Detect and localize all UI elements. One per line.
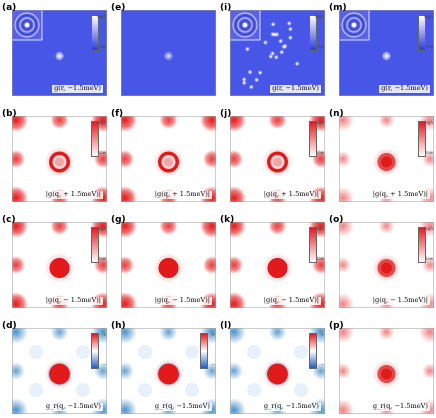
colorbar-min-label: low — [426, 44, 433, 49]
colorbar-min-label: − — [320, 362, 324, 367]
colorbar-min-label: low — [317, 256, 324, 261]
panel-label: (f) — [111, 109, 124, 119]
colorbar — [418, 15, 426, 51]
panel-j: high low |g(q, + 1.5meV)| — [230, 116, 325, 202]
colorbar-min-label: − — [211, 362, 215, 367]
colorbar-min-label: low — [317, 150, 324, 155]
panel-i: high low g(r, −1.5meV) — [230, 10, 325, 96]
colorbar-max-label: + — [320, 332, 324, 337]
panel-label: (i) — [220, 3, 232, 13]
panel-caption: |g(q, + 1.5meV)| — [370, 190, 430, 199]
colorbar-max-label: high — [97, 120, 106, 125]
colorbar-max-label: high — [97, 226, 106, 231]
panel-caption: |g(q, + 1.5meV)| — [43, 190, 103, 199]
colorbar-min-label: low — [99, 44, 106, 49]
colorbar-max-label: high — [424, 14, 433, 19]
colorbar-min-label: low — [99, 256, 106, 261]
colorbar-max-label: + — [102, 332, 106, 337]
colorbar — [309, 333, 317, 369]
colorbar — [309, 15, 317, 51]
panel-caption: |g(q, − 1.5meV)| — [370, 296, 430, 305]
panel-label: (m) — [329, 3, 347, 13]
panel-d: + − g_r(q, −1.5meV) — [12, 328, 107, 414]
colorbar — [309, 121, 317, 157]
panel-caption: g(r, −1.5meV) — [270, 84, 321, 93]
panel-d-image — [12, 328, 107, 414]
panel-p: g_r(q, −1.5meV) — [339, 328, 434, 414]
panel-label: (e) — [111, 3, 126, 13]
panel-g: |g(q, − 1.5meV)| — [121, 222, 216, 308]
colorbar — [91, 227, 99, 263]
panel-f-image — [121, 116, 216, 202]
panel-e-image — [121, 10, 216, 96]
panel-f: |g(q, + 1.5meV)| — [121, 116, 216, 202]
panel-label: (d) — [2, 321, 17, 331]
panel-label: (g) — [111, 215, 126, 225]
panel-p-image — [339, 328, 434, 414]
panel-n: high low |g(q, + 1.5meV)| — [339, 116, 434, 202]
panel-caption: |g(q, + 1.5meV)| — [261, 190, 321, 199]
panel-label: (n) — [329, 109, 344, 119]
panel-label: (p) — [329, 321, 344, 331]
colorbar-max-label: high — [315, 14, 324, 19]
panel-label: (k) — [220, 215, 235, 225]
panel-g-image — [121, 222, 216, 308]
colorbar — [91, 333, 99, 369]
panel-c: high low |g(q, − 1.5meV)| — [12, 222, 107, 308]
colorbar — [418, 227, 426, 263]
colorbar-min-label: − — [102, 362, 106, 367]
colorbar — [91, 15, 99, 51]
panel-caption: |g(q, − 1.5meV)| — [43, 296, 103, 305]
colorbar-max-label: high — [424, 226, 433, 231]
panel-m: high low g(r, −1.5meV) — [339, 10, 434, 96]
panel-j-image — [230, 116, 325, 202]
panel-label: (o) — [329, 215, 344, 225]
colorbar — [309, 227, 317, 263]
panel-k: high low |g(q, − 1.5meV)| — [230, 222, 325, 308]
panel-caption: |g(q, + 1.5meV)| — [152, 190, 212, 199]
colorbar-max-label: high — [315, 226, 324, 231]
panel-label: (b) — [2, 109, 17, 119]
colorbar-max-label: high — [315, 120, 324, 125]
colorbar-min-label: low — [426, 150, 433, 155]
panel-caption: g_r(q, −1.5meV) — [370, 402, 430, 411]
colorbar-max-label: high — [97, 14, 106, 19]
panel-o: high low |g(q, − 1.5meV)| — [339, 222, 434, 308]
colorbar-max-label: + — [211, 332, 215, 337]
panel-label: (l) — [220, 321, 232, 331]
panel-caption: g(r, −1.5meV) — [379, 84, 430, 93]
panel-label: (c) — [2, 215, 16, 225]
colorbar-min-label: low — [317, 44, 324, 49]
panel-caption: g_r(q, −1.5meV) — [43, 402, 103, 411]
panel-e — [121, 10, 216, 96]
panel-l: + − g_r(q, −1.5meV) — [230, 328, 325, 414]
panel-caption: |g(q, − 1.5meV)| — [152, 296, 212, 305]
panel-label: (h) — [111, 321, 126, 331]
panel-label: (j) — [220, 109, 232, 119]
panel-caption: g_r(q, −1.5meV) — [261, 402, 321, 411]
panel-a: high low g(r, −1.5meV) — [12, 10, 107, 96]
colorbar — [91, 121, 99, 157]
colorbar-min-label: low — [99, 150, 106, 155]
panel-caption: g_r(q, −1.5meV) — [152, 402, 212, 411]
panel-caption: |g(q, − 1.5meV)| — [261, 296, 321, 305]
panel-caption: g(r, −1.5meV) — [52, 84, 103, 93]
panel-h: + − g_r(q, −1.5meV) — [121, 328, 216, 414]
colorbar-min-label: low — [426, 256, 433, 261]
colorbar — [418, 121, 426, 157]
colorbar-max-label: high — [424, 120, 433, 125]
colorbar — [200, 333, 208, 369]
panel-b: high low |g(q, + 1.5meV)| — [12, 116, 107, 202]
panel-label: (a) — [2, 3, 17, 13]
